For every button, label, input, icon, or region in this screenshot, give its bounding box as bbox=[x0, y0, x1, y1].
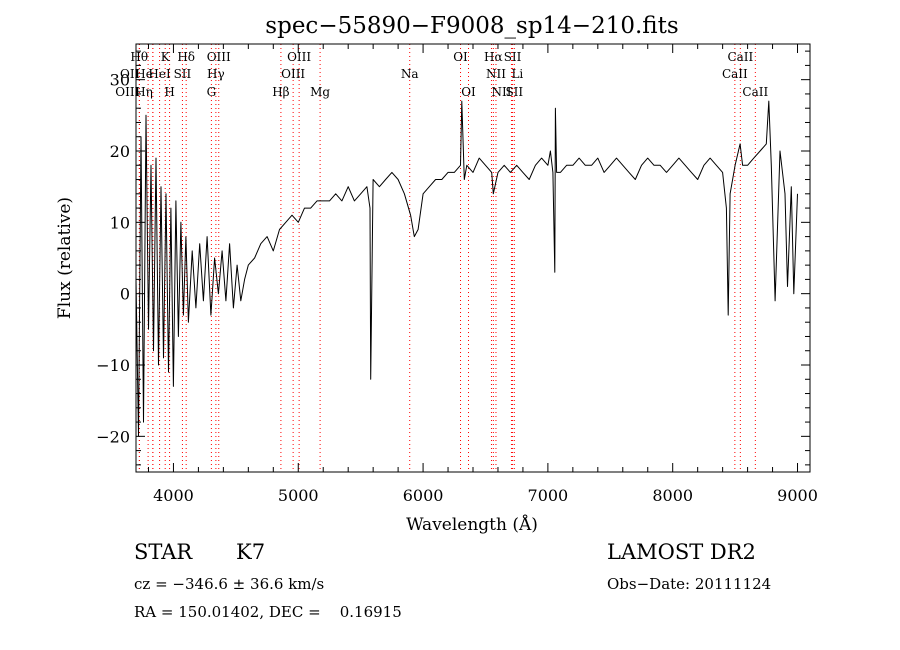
x-tick-label: 8000 bbox=[652, 486, 693, 505]
line-marker-label: NII bbox=[491, 85, 511, 99]
y-axis-label: Flux (relative) bbox=[55, 197, 75, 319]
y-tick-label: 10 bbox=[110, 213, 130, 232]
x-tick-label: 6000 bbox=[403, 486, 444, 505]
x-axis-label: Wavelength (Å) bbox=[406, 514, 538, 535]
line-marker-label: OI bbox=[453, 50, 468, 64]
object-subclass: K7 bbox=[236, 540, 266, 564]
y-tick-label: 0 bbox=[120, 285, 130, 304]
redshift-cz: cz = −346.6 ± 36.6 km/s bbox=[134, 575, 325, 593]
series-line-flux bbox=[135, 100, 798, 437]
chart-title: spec−55890−F9008_sp14−210.fits bbox=[265, 13, 678, 39]
plot-frame bbox=[135, 43, 811, 473]
y-tick-label: −10 bbox=[96, 356, 130, 375]
line-marker-label: Hη bbox=[135, 85, 153, 99]
line-marker-label: He bbox=[135, 67, 153, 81]
line-marker-label: Mg bbox=[310, 85, 330, 99]
line-marker-label: OIII bbox=[207, 50, 231, 64]
x-tick-label: 9000 bbox=[777, 486, 818, 505]
line-marker-label: SII bbox=[174, 67, 192, 81]
line-marker-label: CaII bbox=[742, 85, 768, 99]
line-marker-label: OIII bbox=[287, 50, 311, 64]
line-marker-label: CaII bbox=[727, 50, 753, 64]
line-marker-label: SII bbox=[505, 85, 523, 99]
line-marker-label: Hγ bbox=[207, 67, 225, 81]
survey-name: LAMOST DR2 bbox=[607, 540, 756, 564]
line-marker-label: G bbox=[207, 85, 217, 99]
coordinates: RA = 150.01402, DEC = 0.16915 bbox=[134, 603, 402, 621]
line-marker-label: SII bbox=[504, 50, 522, 64]
line-markers bbox=[138, 44, 756, 472]
line-marker-label: Hα bbox=[484, 50, 503, 64]
line-marker-label: Hθ bbox=[130, 50, 148, 64]
x-tick-label: 7000 bbox=[528, 486, 569, 505]
line-marker-label: OI bbox=[461, 85, 476, 99]
line-marker-label: Li bbox=[511, 67, 523, 81]
x-tick-label: 5000 bbox=[278, 486, 319, 505]
line-marker-label: K bbox=[161, 50, 171, 64]
line-marker-label: Hδ bbox=[177, 50, 195, 64]
series-layer bbox=[135, 100, 798, 437]
object-class: STAR bbox=[134, 540, 193, 564]
line-marker-label: OIII bbox=[281, 67, 305, 81]
line-marker-label: Na bbox=[401, 67, 419, 81]
x-tick-label: 4000 bbox=[153, 486, 194, 505]
line-marker-label: NII bbox=[486, 67, 506, 81]
line-marker-label: CaII bbox=[722, 67, 748, 81]
y-tick-label: 30 bbox=[110, 71, 130, 90]
line-marker-label: HeI bbox=[148, 67, 171, 81]
y-tick-label: 20 bbox=[110, 142, 130, 161]
line-marker-label: OII bbox=[120, 67, 140, 81]
axes: 4000 5000 6000 7000 8000 9000 −20 −10 0 10 20 30 bbox=[96, 44, 818, 505]
obs-date: Obs−Date: 20111124 bbox=[607, 575, 772, 593]
line-marker-label: Hβ bbox=[272, 85, 289, 99]
line-marker-label: H bbox=[164, 85, 174, 99]
y-tick-label: −20 bbox=[96, 427, 130, 446]
line-marker-label: OIII bbox=[115, 85, 139, 99]
